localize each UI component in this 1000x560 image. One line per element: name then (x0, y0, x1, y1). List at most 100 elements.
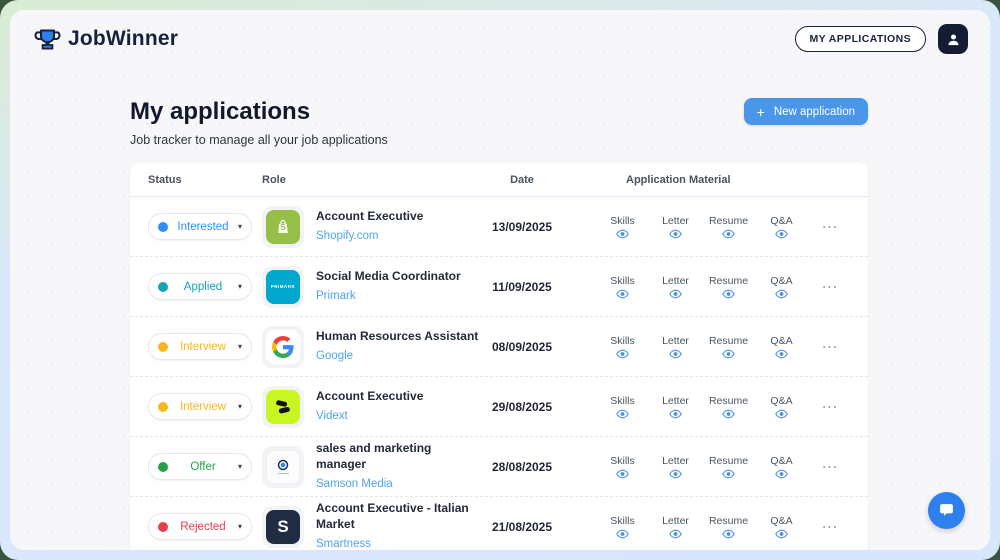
table-row: Rejected ▾ S Account Executive - Italian… (130, 497, 868, 550)
eye-icon (775, 349, 788, 358)
application-date: 13/09/2025 (491, 219, 553, 234)
row-menu-button[interactable]: ⋯ (821, 518, 839, 536)
material-qa-button[interactable]: Q&A (755, 335, 808, 359)
brand-name: JobWinner (68, 27, 179, 50)
table-row: Applied ▾ PRIMARK Social Media Coordinat… (130, 257, 868, 317)
material-qa-button[interactable]: Q&A (755, 455, 808, 479)
material-qa-button[interactable]: Q&A (755, 515, 808, 539)
plus-icon: + (756, 103, 765, 120)
company-logo: S (262, 505, 304, 548)
my-applications-button[interactable]: MY APPLICATIONS (794, 26, 926, 52)
chevron-down-icon: ▾ (237, 282, 242, 291)
eye-icon (616, 229, 629, 238)
status-dropdown[interactable]: Interested ▾ (148, 213, 252, 240)
material-letter-button[interactable]: Letter (649, 215, 702, 239)
role-name: sales and marketing manager (316, 440, 432, 471)
material-resume-button[interactable]: Resume (702, 455, 755, 479)
status-dropdown[interactable]: Rejected ▾ (148, 513, 252, 540)
samson-media-logo-icon (266, 449, 300, 484)
chevron-down-icon: ▾ (237, 462, 242, 471)
material-resume-button[interactable]: Resume (702, 275, 755, 299)
material-letter-button[interactable]: Letter (649, 515, 702, 539)
status-label: Interview (179, 400, 226, 413)
company-logo: PRIMARK (262, 265, 304, 308)
page-subtitle: Job tracker to manage all your job appli… (130, 133, 388, 147)
chevron-down-icon: ▾ (237, 402, 242, 411)
company-link[interactable]: Primark (316, 289, 356, 302)
eye-icon (669, 349, 682, 358)
top-bar: JobWinner ✦ MY APPLICATIONS (10, 10, 990, 54)
company-link[interactable]: Shopify.com (316, 229, 379, 242)
chevron-down-icon: ▾ (237, 522, 242, 531)
eye-icon (775, 529, 788, 538)
material-letter-button[interactable]: Letter (649, 275, 702, 299)
material-resume-button[interactable]: Resume (702, 215, 755, 239)
eye-icon (722, 409, 735, 418)
company-link[interactable]: Smartness (316, 537, 371, 550)
status-label: Interview (179, 340, 226, 353)
status-dropdown[interactable]: Offer ▾ (148, 453, 252, 480)
row-menu-button[interactable]: ⋯ (821, 218, 839, 236)
material-skills-button[interactable]: Skills (596, 455, 649, 479)
company-link[interactable]: Vidext (316, 409, 348, 422)
status-dropdown[interactable]: Applied ▾ (148, 273, 252, 300)
google-logo-icon (266, 329, 300, 364)
role-name: Account Executive (316, 388, 424, 403)
material-resume-button[interactable]: Resume (702, 335, 755, 359)
eye-icon (722, 349, 735, 358)
chat-widget-button[interactable] (928, 492, 965, 529)
status-dropdown[interactable]: Interview ▾ (148, 333, 252, 360)
header-application-material: Application Material (626, 173, 731, 186)
app-surface: JobWinner ✦ MY APPLICATIONS My applicati… (10, 10, 990, 550)
material-resume-button[interactable]: Resume (702, 395, 755, 419)
vidext-logo-icon (266, 389, 300, 424)
application-date: 29/08/2025 (491, 399, 553, 414)
material-skills-button[interactable]: Skills (596, 395, 649, 419)
company-logo: S (262, 205, 304, 248)
company-link[interactable]: Google (316, 349, 354, 362)
material-qa-button[interactable]: Q&A (755, 215, 808, 239)
material-skills-button[interactable]: Skills (596, 215, 649, 239)
row-menu-button[interactable]: ⋯ (821, 338, 839, 356)
application-date: 08/09/2025 (491, 339, 553, 354)
main-content: My applications Job tracker to manage al… (130, 98, 868, 550)
table-row: Offer ▾ sales and marketing manager Sams… (130, 437, 868, 497)
new-application-button[interactable]: + New application (743, 98, 868, 125)
material-letter-button[interactable]: Letter (649, 335, 702, 359)
material-letter-button[interactable]: Letter (649, 395, 702, 419)
material-qa-button[interactable]: Q&A (755, 275, 808, 299)
header-status: Status (148, 173, 182, 186)
company-logo (262, 385, 304, 428)
application-date: 21/08/2025 (491, 519, 553, 534)
row-menu-button[interactable]: ⋯ (821, 398, 839, 416)
status-label: Interested (177, 220, 229, 233)
page-title: My applications (130, 98, 311, 125)
row-menu-button[interactable]: ⋯ (821, 458, 839, 476)
material-letter-button[interactable]: Letter (649, 455, 702, 479)
material-resume-button[interactable]: Resume (702, 515, 755, 539)
eye-icon (669, 529, 682, 538)
status-dot (158, 401, 168, 412)
page-header: My applications Job tracker to manage al… (130, 98, 388, 147)
company-link[interactable]: Samson Media (316, 477, 393, 490)
status-dropdown[interactable]: Interview ▾ (148, 393, 252, 420)
eye-icon (669, 289, 682, 298)
role-name: Account Executive (316, 208, 424, 223)
chevron-down-icon: ▾ (237, 342, 242, 351)
material-skills-button[interactable]: Skills (596, 275, 649, 299)
top-actions: MY APPLICATIONS (794, 24, 968, 54)
material-skills-button[interactable]: Skills (596, 335, 649, 359)
row-menu-button[interactable]: ⋯ (821, 278, 839, 296)
eye-icon (775, 409, 788, 418)
header-date: Date (510, 173, 534, 186)
sparkle-icon: ✦ (657, 10, 665, 12)
material-skills-button[interactable]: Skills (596, 515, 649, 539)
material-qa-button[interactable]: Q&A (755, 395, 808, 419)
profile-button[interactable] (938, 24, 968, 54)
shopify-logo-icon: S (266, 209, 300, 244)
company-logo (262, 445, 304, 488)
role-name: Account Executive - Italian Market (316, 500, 469, 531)
smartness-logo-icon: S (266, 509, 300, 544)
eye-icon (722, 529, 735, 538)
